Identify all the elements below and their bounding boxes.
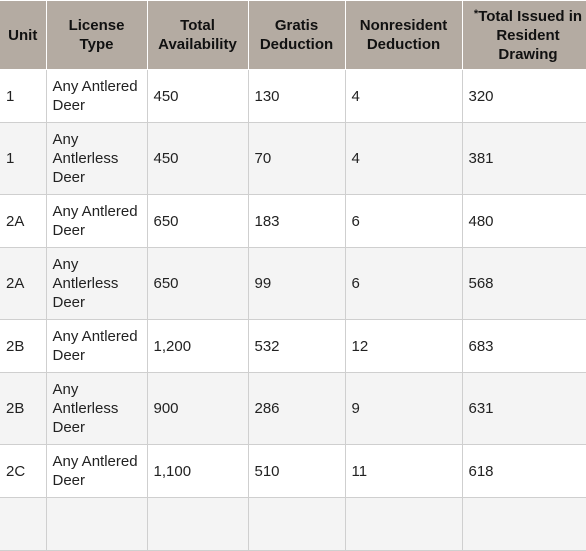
table-row: 1 Any Antlerless Deer 450 70 4 381 [0,122,586,195]
cell-unit: 1 [0,122,47,195]
header-total-issued-label: Total Issued in Resident Drawing [478,7,583,63]
cell-license-type: Any Antlered Deer [45,194,148,248]
table-row: 2A Any Antlered Deer 650 183 6 480 [0,194,586,248]
cell-unit [0,497,47,551]
cell-license-type: Any Antlerless Deer [45,122,148,195]
cell-nonresident-deduction: 4 [344,69,463,123]
cell-unit: 2A [0,247,47,320]
table-row [0,497,586,551]
cell-unit: 1 [0,69,47,123]
table-header-row: Unit License Type Total Availability Gra… [0,0,586,70]
table-row: 2C Any Antlered Deer 1,100 510 11 618 [0,444,586,498]
cell-gratis-deduction: 183 [247,194,346,248]
cell-total-issued: 480 [461,194,586,248]
cell-total-availability: 450 [146,69,249,123]
cell-gratis-deduction: 99 [247,247,346,320]
cell-license-type: Any Antlered Deer [45,319,148,373]
cell-total-issued: 320 [461,69,586,123]
table-row: 1 Any Antlered Deer 450 130 4 320 [0,69,586,123]
cell-nonresident-deduction: 9 [344,372,463,445]
cell-total-availability: 900 [146,372,249,445]
cell-license-type: Any Antlered Deer [45,444,148,498]
cell-gratis-deduction: 286 [247,372,346,445]
cell-total-availability [146,497,249,551]
cell-total-issued: 618 [461,444,586,498]
table-row: 2B Any Antlered Deer 1,200 532 12 683 [0,319,586,373]
cell-total-availability: 450 [146,122,249,195]
cell-total-issued: 568 [461,247,586,320]
cell-total-issued [461,497,586,551]
cell-nonresident-deduction: 6 [344,247,463,320]
header-total-issued: *Total Issued in Resident Drawing [461,0,586,70]
cell-license-type: Any Antlered Deer [45,69,148,123]
cell-license-type: Any Antlerless Deer [45,372,148,445]
cell-license-type: Any Antlerless Deer [45,247,148,320]
cell-gratis-deduction: 532 [247,319,346,373]
table-row: 2A Any Antlerless Deer 650 99 6 568 [0,247,586,320]
cell-total-issued: 631 [461,372,586,445]
footnote-marker: * [473,7,479,20]
cell-nonresident-deduction: 11 [344,444,463,498]
cell-nonresident-deduction: 6 [344,194,463,248]
header-license-type: License Type [45,0,148,70]
cell-unit: 2B [0,372,47,445]
cell-total-issued: 683 [461,319,586,373]
cell-total-availability: 650 [146,194,249,248]
cell-license-type [45,497,148,551]
cell-gratis-deduction: 130 [247,69,346,123]
cell-gratis-deduction [247,497,346,551]
cell-total-availability: 1,100 [146,444,249,498]
header-nonresident-deduction: Nonresident Deduction [344,0,463,70]
cell-gratis-deduction: 70 [247,122,346,195]
header-total-availability: Total Availability [146,0,249,70]
cell-total-issued: 381 [461,122,586,195]
cell-total-availability: 1,200 [146,319,249,373]
cell-nonresident-deduction: 4 [344,122,463,195]
cell-nonresident-deduction: 12 [344,319,463,373]
cell-unit: 2B [0,319,47,373]
cell-unit: 2C [0,444,47,498]
header-unit: Unit [0,0,47,70]
cell-total-availability: 650 [146,247,249,320]
cell-unit: 2A [0,194,47,248]
header-gratis-deduction: Gratis Deduction [247,0,346,70]
table-row: 2B Any Antlerless Deer 900 286 9 631 [0,372,586,445]
cell-nonresident-deduction [344,497,463,551]
cell-gratis-deduction: 510 [247,444,346,498]
